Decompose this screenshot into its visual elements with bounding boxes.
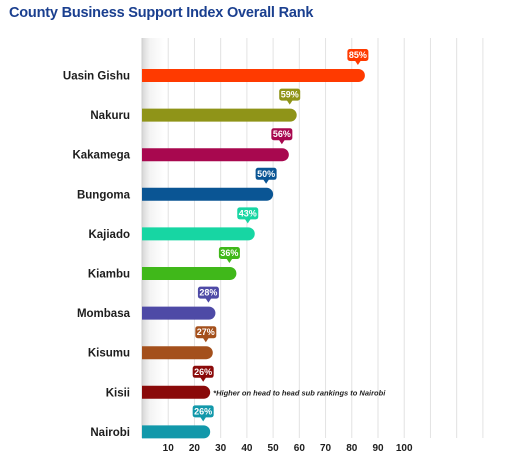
data-label-box — [192, 365, 214, 378]
x-tick-label: 80 — [346, 443, 358, 454]
annotation-note: *Higher on head to head sub rankings to … — [213, 388, 386, 397]
data-label: 26% — [194, 367, 212, 377]
labels: 10 20 30 40 50 60 70 80 90 100 Uasin Gishu 85% Nakur… — [63, 49, 413, 454]
bar — [142, 425, 211, 439]
data-label-pointer — [200, 416, 207, 422]
x-tick-label: 70 — [320, 443, 332, 454]
category-label: Kajiado — [88, 229, 130, 241]
x-tick-label: 100 — [396, 443, 413, 454]
x-tick-label: 60 — [294, 443, 306, 454]
data-label-box — [218, 247, 240, 259]
bars — [142, 69, 365, 439]
data-label-pointer — [263, 179, 270, 184]
category-label: Bungoma — [77, 189, 131, 201]
x-tick-label: 90 — [372, 443, 384, 454]
category-label: Nairobi — [90, 427, 130, 439]
data-label-box — [237, 207, 259, 220]
x-tick-label: 50 — [268, 443, 280, 454]
data-label: 59% — [281, 90, 299, 100]
category-label: Kakamega — [72, 150, 130, 162]
bar — [142, 227, 255, 241]
category-label: Mombasa — [77, 308, 131, 320]
bar — [142, 267, 237, 280]
data-label: 28% — [199, 288, 217, 298]
bar — [142, 108, 297, 122]
bar — [142, 148, 289, 162]
x-tick-label: 40 — [241, 443, 253, 454]
data-label: 26% — [194, 406, 212, 416]
data-label: 85% — [349, 50, 367, 60]
data-label-box — [347, 49, 369, 61]
data-label-pointer — [278, 139, 285, 145]
data-label-box — [195, 326, 217, 339]
category-label: Nakuru — [90, 110, 130, 122]
x-tick-label: 30 — [215, 443, 227, 454]
chart-title: County Business Support Index Overall Ra… — [9, 5, 314, 21]
category-label: Kisumu — [88, 348, 130, 360]
data-label-pointer — [205, 298, 212, 303]
data-label-box — [279, 88, 301, 101]
category-label: Kisii — [106, 387, 130, 399]
data-label-pointer — [244, 218, 251, 224]
data-label-box — [255, 167, 277, 180]
data-label-pointer — [354, 60, 361, 65]
data-label: 36% — [220, 248, 238, 258]
bar — [142, 187, 274, 201]
data-label-box — [271, 128, 293, 141]
data-label: 43% — [239, 208, 257, 218]
data-label: 56% — [273, 129, 291, 139]
category-label: Kiambu — [88, 269, 130, 281]
bar — [142, 69, 365, 82]
data-label-pointer — [200, 377, 207, 382]
data-label-pointer — [202, 337, 209, 343]
bar — [142, 306, 216, 320]
bar — [142, 385, 211, 399]
data-label-box — [192, 405, 214, 418]
data-label-pointer — [286, 100, 293, 105]
x-tick-label: 20 — [189, 443, 201, 454]
data-label-pointer — [226, 258, 233, 263]
data-label: 50% — [257, 169, 275, 179]
category-label: Uasin Gishu — [63, 71, 130, 83]
grid-lines — [141, 38, 484, 438]
data-label: 27% — [197, 327, 215, 337]
x-tick-label: 10 — [163, 443, 175, 454]
data-label-box — [197, 286, 219, 299]
bar — [142, 346, 213, 360]
